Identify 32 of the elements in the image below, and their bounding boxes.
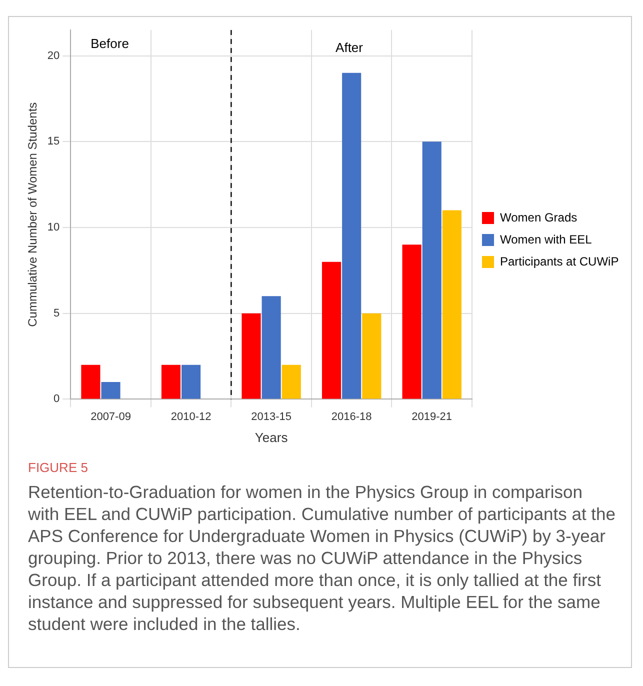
text: Retention-to-Graduation for women in the Physics Group in comparison with EEL and CUWiP participation. Cumulative number of participants at the APS Conference for Undergraduate Women in Physics (CUWiP) by 3-year grouping. Prior to 2013, there was no CUWiP attendance in the Physics Group. If a participant attended more than once, it is only tallied at the first instance and suppressed for subsequent years. Multiple EEL for the same student were included in the tallies. — [28, 481, 617, 635]
x-tick-label: 2016-18 — [331, 410, 372, 423]
x-tick-label: 2010-12 — [170, 410, 212, 423]
y-tick-label: 5 — [54, 307, 60, 320]
bar — [242, 313, 261, 399]
bar — [161, 364, 181, 399]
caption: FIGURE 5 — [28, 460, 88, 475]
bar — [182, 364, 201, 399]
bar — [282, 364, 301, 399]
bar — [362, 313, 382, 399]
x-tick-label: 2019-21 — [412, 410, 452, 423]
legend-label: Women with EEL — [500, 232, 592, 246]
bar — [422, 142, 442, 399]
legend-label: Participants at CUWiP — [500, 254, 619, 268]
annotation: After — [336, 40, 363, 55]
y-tick-label: 20 — [47, 50, 60, 62]
bar — [402, 244, 422, 399]
bar — [101, 382, 120, 399]
x-axis-title: Years — [254, 430, 288, 445]
bar — [442, 210, 462, 399]
bar — [322, 262, 342, 399]
bar — [262, 296, 281, 399]
y-tick-label: 10 — [47, 222, 60, 234]
x-tick-label: 2007-09 — [90, 410, 131, 423]
bar — [81, 364, 100, 399]
annotation: Before — [90, 36, 129, 51]
bar — [342, 72, 362, 399]
y-axis-title: Cummulative Number of Women Students — [26, 102, 40, 327]
y-tick-label: 15 — [47, 136, 60, 148]
legend-label: Women Grads — [500, 210, 578, 224]
y-tick-label: 0 — [54, 393, 60, 406]
x-tick-label: 2013-15 — [251, 410, 292, 423]
